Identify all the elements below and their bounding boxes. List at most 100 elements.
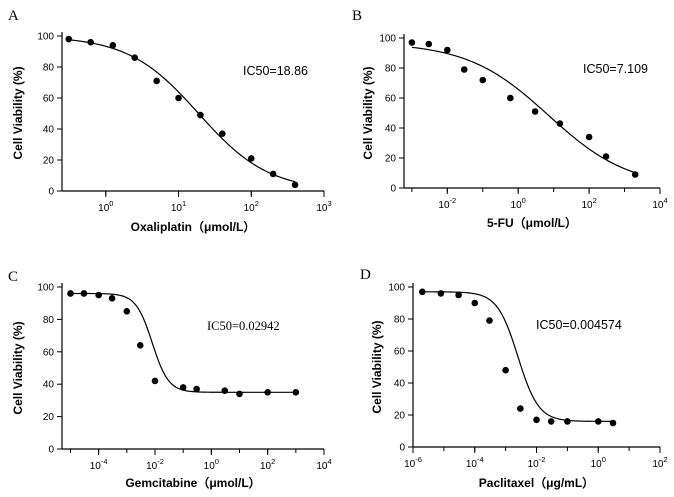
- data-point: [131, 54, 139, 61]
- data-point: [533, 416, 540, 424]
- data-point: [425, 40, 433, 48]
- data-point: [408, 39, 416, 46]
- x-tick-label: 10-6: [404, 455, 422, 470]
- x-tick-label: 100: [591, 455, 606, 470]
- y-tick-label: 60: [394, 347, 406, 358]
- x-tick-label: 102: [652, 455, 667, 470]
- x-tick-label: 10-2: [438, 196, 456, 211]
- y-tick-label: 40: [43, 380, 55, 391]
- panel-b: B 0 20 40 60 80 100 10-2 100 102 104 IC50=7.109 Cell…: [352, 8, 668, 230]
- data-point: [502, 366, 509, 374]
- x-tick-label: 10-4: [90, 457, 108, 472]
- y-tick-label: 100: [388, 283, 405, 294]
- y-tick-label: 100: [37, 283, 54, 294]
- panel-c: C 0 20 40 60 80 100 10-4 10-2 100 102 104 IC50=0.029…: [8, 269, 332, 490]
- data-point: [87, 38, 94, 46]
- data-point: [517, 405, 524, 412]
- data-point: [479, 76, 487, 84]
- data-point: [193, 385, 200, 393]
- x-tick-label: 100: [204, 457, 219, 472]
- data-point: [460, 66, 468, 73]
- fit-curve: [411, 46, 636, 174]
- panel-a: A 0 20 40 60 80 100 100 101 102 103 IC50=18.86 Cell …: [8, 8, 332, 234]
- data-point: [444, 46, 451, 54]
- y-tick-label: 20: [394, 411, 406, 422]
- fit-curve: [70, 292, 296, 393]
- data-point: [564, 418, 571, 425]
- data-point: [247, 155, 255, 162]
- data-point: [418, 288, 426, 296]
- data-point: [175, 94, 182, 102]
- x-tick-label: 101: [171, 199, 186, 214]
- x-tick-label: 103: [316, 199, 331, 214]
- data-point: [631, 171, 639, 178]
- data-point: [197, 111, 204, 119]
- data-point: [108, 295, 116, 302]
- data-point: [437, 290, 445, 297]
- y-tick-label: 40: [394, 379, 406, 390]
- panel-letter: B: [352, 8, 362, 24]
- y-tick-label: 20: [43, 412, 55, 423]
- y-tick-label: 60: [43, 347, 55, 358]
- y-axis-title: Cell Viability (%): [11, 66, 25, 159]
- x-tick-label: 102: [244, 199, 259, 214]
- data-point: [153, 77, 160, 85]
- x-tick-label: 102: [581, 196, 596, 211]
- x-axis-title: Paclitaxel（μg/mL）: [479, 475, 594, 490]
- data-point: [609, 419, 617, 427]
- ic50-label: IC50=0.004574: [536, 318, 622, 332]
- y-tick-label: 0: [48, 445, 54, 456]
- x-tick-label: 10-2: [146, 457, 164, 472]
- x-axis-title: Gemcitabine（μmol/L）: [125, 475, 260, 490]
- data-point: [455, 291, 462, 299]
- data-point: [471, 299, 479, 307]
- x-tick-label: 10-2: [528, 455, 546, 470]
- y-tick-label: 60: [385, 94, 397, 105]
- data-point: [547, 418, 555, 425]
- x-axis-title: Oxaliplatin（μmol/L）: [131, 219, 256, 234]
- data-point: [219, 130, 226, 137]
- data-point: [264, 389, 271, 396]
- panel-d: D 0 20 40 60 80 100 10-6 10-4 10-2 100 102 IC50=0.00…: [360, 267, 668, 490]
- data-point: [602, 153, 610, 160]
- x-tick-label: 100: [511, 196, 526, 211]
- data-point: [136, 342, 144, 349]
- y-tick-label: 20: [385, 154, 397, 165]
- y-axis-title: Cell Viability (%): [11, 321, 25, 414]
- data-point: [507, 94, 514, 102]
- x-tick-label: 104: [652, 196, 667, 211]
- y-tick-label: 80: [43, 315, 55, 326]
- data-point: [151, 377, 159, 385]
- y-tick-label: 80: [394, 315, 406, 326]
- x-tick-label: 100: [98, 199, 113, 214]
- x-tick-label: 102: [260, 457, 275, 472]
- y-tick-label: 0: [399, 443, 405, 454]
- ic50-label: IC50=0.02942: [207, 319, 280, 333]
- panel-letter: C: [8, 269, 18, 285]
- data-point: [556, 120, 564, 127]
- y-tick-label: 40: [43, 125, 55, 136]
- y-tick-label: 100: [379, 34, 396, 45]
- data-point: [269, 170, 277, 178]
- data-point: [594, 418, 602, 425]
- data-point: [109, 42, 117, 49]
- ic50-label: IC50=18.86: [243, 64, 308, 78]
- data-point: [236, 390, 243, 398]
- x-tick-label: 10-4: [466, 455, 484, 470]
- data-point: [291, 181, 299, 189]
- y-tick-label: 60: [43, 94, 55, 105]
- data-point: [221, 387, 229, 394]
- data-point: [486, 317, 493, 324]
- fit-curve: [422, 291, 613, 422]
- data-point: [80, 290, 88, 297]
- y-tick-label: 40: [385, 124, 397, 135]
- panel-letter: A: [8, 8, 19, 24]
- y-tick-label: 80: [385, 64, 397, 75]
- data-point: [585, 133, 593, 141]
- panel-letter: D: [360, 267, 371, 283]
- y-tick-label: 0: [48, 187, 54, 198]
- data-point: [95, 291, 102, 299]
- y-tick-label: 20: [43, 156, 55, 167]
- data-point: [179, 384, 187, 391]
